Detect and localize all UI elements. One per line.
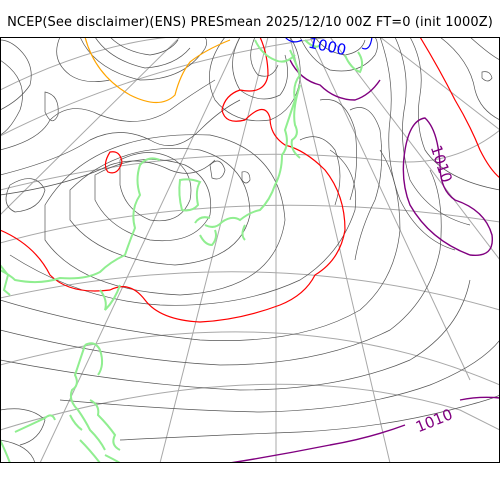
contour-990 [84, 37, 231, 104]
latitude-lines [0, 37, 500, 431]
isobars [0, 37, 500, 463]
pressure-map: 1000 1010 1010 [0, 37, 500, 463]
map-title: NCEP(See disclaimer)(ENS) PRESmean 2025/… [7, 15, 493, 30]
contour-1000 [284, 37, 373, 50]
contour-1020 [0, 37, 500, 323]
longitude-lines [0, 37, 500, 463]
contour-1010 [229, 59, 500, 463]
coastlines [0, 39, 364, 463]
